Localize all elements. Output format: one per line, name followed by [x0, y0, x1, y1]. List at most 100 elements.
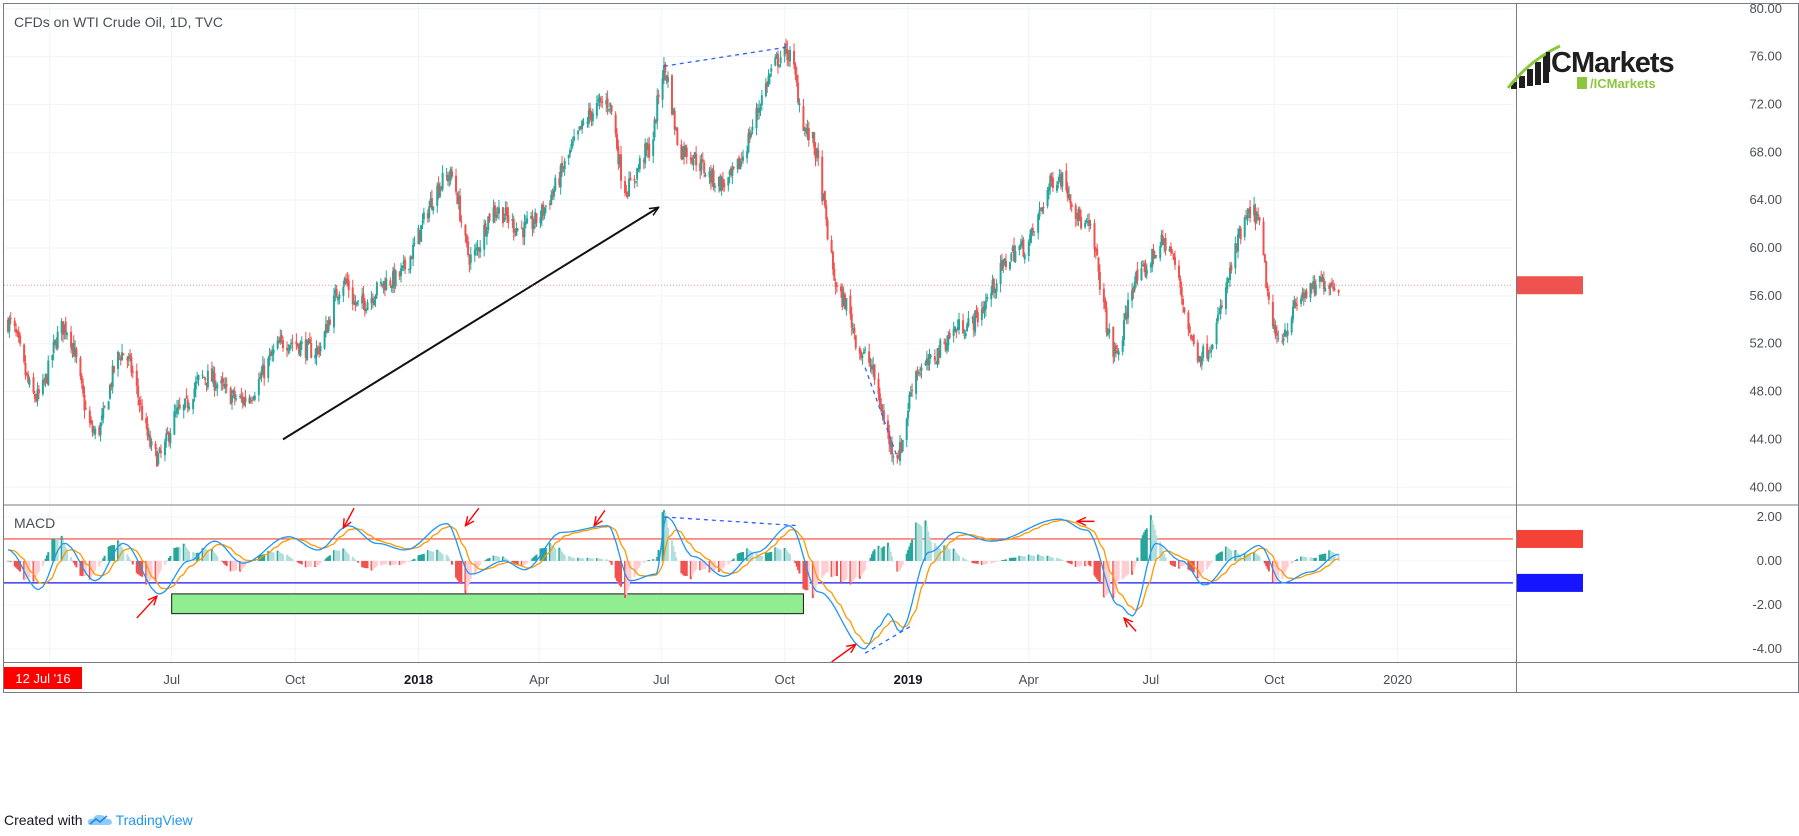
- candle: [1243, 215, 1246, 241]
- candle: [135, 363, 138, 395]
- candle: [1239, 225, 1242, 245]
- macd-histogram-bar: [257, 555, 260, 561]
- candle: [731, 162, 734, 185]
- macd-histogram-bar: [986, 560, 989, 564]
- candle: [404, 256, 407, 274]
- candle: [122, 353, 125, 356]
- candle-body: [562, 170, 565, 172]
- divergence-line: [864, 624, 914, 654]
- candle: [232, 388, 235, 398]
- candle-body: [1314, 284, 1317, 295]
- candle-body: [939, 339, 942, 358]
- candle-body: [661, 78, 664, 100]
- candle-body: [206, 370, 209, 388]
- candle: [261, 356, 264, 376]
- candle: [523, 214, 526, 246]
- candle: [233, 386, 236, 406]
- candle: [1271, 294, 1274, 329]
- candle-body: [362, 293, 365, 303]
- candle-body: [98, 427, 101, 435]
- macd-histogram-bar: [1061, 559, 1064, 561]
- candle: [740, 152, 743, 167]
- candle-body: [720, 177, 723, 190]
- candle-body: [841, 288, 844, 308]
- candle-body: [1066, 188, 1069, 198]
- candle: [430, 189, 433, 211]
- macd-histogram-bar: [263, 554, 266, 561]
- candle: [37, 385, 40, 400]
- macd-histogram-bar: [1310, 557, 1313, 561]
- candle: [252, 395, 255, 401]
- candle-body: [37, 389, 40, 394]
- candle: [869, 357, 872, 373]
- candle-body: [1151, 248, 1154, 268]
- candle-body: [417, 227, 420, 244]
- macd-histogram-bar: [150, 560, 153, 580]
- macd-lines: [7, 516, 1339, 650]
- candle: [197, 374, 200, 386]
- candle-body: [1077, 208, 1080, 221]
- candle: [760, 89, 763, 111]
- candle: [530, 211, 533, 220]
- macd-histogram-bar: [394, 560, 397, 565]
- candle-body: [130, 357, 133, 373]
- candle: [1310, 283, 1313, 294]
- candle-body: [167, 432, 170, 442]
- candle: [126, 355, 129, 369]
- candle: [1253, 196, 1256, 222]
- macd-histogram-bar: [473, 560, 476, 575]
- macd-histogram-bar: [794, 560, 797, 564]
- candle: [1002, 259, 1005, 273]
- candle: [1080, 209, 1083, 230]
- candle-body: [1059, 175, 1062, 187]
- macd-histogram-bar: [852, 560, 855, 581]
- price-tick-label: 80.00: [1749, 1, 1782, 16]
- macd-histogram-bar: [155, 560, 158, 579]
- macd-histogram-bar: [19, 560, 22, 572]
- candle-body: [28, 379, 31, 385]
- macd-histogram-bar: [440, 553, 443, 561]
- candle: [730, 165, 733, 178]
- candle-body: [1168, 248, 1171, 252]
- candle: [692, 154, 695, 171]
- candle-body: [243, 398, 246, 406]
- candle: [844, 292, 847, 310]
- candle: [1050, 172, 1053, 187]
- candle: [390, 284, 393, 293]
- candle-body: [100, 415, 103, 421]
- candle-body: [644, 143, 647, 164]
- candle-body: [625, 191, 628, 194]
- macd-level-label: -1.00: [1752, 575, 1782, 590]
- candle-body: [1230, 264, 1233, 271]
- candle-body: [740, 158, 743, 160]
- candle-body: [648, 143, 651, 158]
- candle-body: [465, 234, 468, 244]
- macd-histogram-bar: [1230, 550, 1233, 561]
- macd-histogram-bar: [1206, 560, 1209, 570]
- candle-body: [860, 351, 863, 358]
- candle-body: [23, 344, 26, 362]
- candle-body: [445, 175, 448, 177]
- price-tick-label: 64.00: [1749, 192, 1782, 207]
- macd-histogram-bar: [355, 560, 358, 562]
- candle: [1098, 264, 1101, 296]
- candle-body: [202, 376, 205, 378]
- candle: [286, 341, 289, 358]
- price-tick-label: 40.00: [1749, 479, 1782, 494]
- macd-histogram-bar: [907, 550, 910, 561]
- tradingview-link[interactable]: TradingView: [87, 812, 193, 828]
- macd-histogram-bar: [402, 560, 405, 564]
- macd-histogram-bar: [178, 547, 181, 561]
- candle-body: [319, 346, 322, 352]
- candle-body: [1224, 287, 1227, 309]
- candle-body: [36, 389, 39, 401]
- candle-body: [314, 354, 317, 359]
- candle: [693, 151, 696, 160]
- candle: [137, 378, 140, 406]
- candle: [1247, 208, 1250, 219]
- candle: [290, 338, 293, 349]
- candle: [999, 255, 1002, 293]
- candle-body: [316, 346, 319, 348]
- macd-histogram-bar: [157, 560, 160, 576]
- macd-histogram-bar: [563, 555, 566, 561]
